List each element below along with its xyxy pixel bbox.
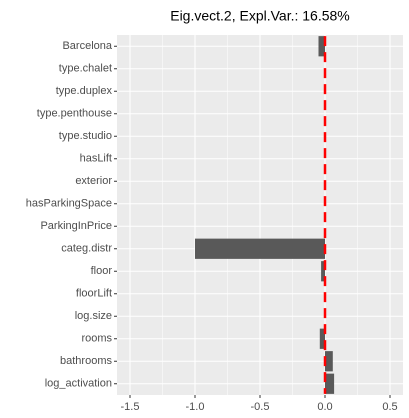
x-tick-label: 0.0 <box>317 401 332 413</box>
y-tick-label: log_activation <box>45 378 112 390</box>
y-tick-label: type.chalet <box>59 63 112 75</box>
y-tick-label: type.penthouse <box>37 108 112 120</box>
bar <box>325 351 333 372</box>
y-tick-label: floorLift <box>76 288 112 300</box>
x-tick-label: -1.0 <box>186 401 205 413</box>
y-tick-label: ParkingInPrice <box>40 220 112 232</box>
y-tick-label: bathrooms <box>60 355 112 367</box>
bar <box>325 373 335 394</box>
y-tick-label: categ.distr <box>61 243 112 255</box>
bar <box>321 261 325 282</box>
chart-title: Eig.vect.2, Expl.Var.: 16.58% <box>170 8 350 24</box>
x-tick-label: -1.5 <box>121 401 140 413</box>
y-tick-label: Barcelona <box>62 40 112 52</box>
y-tick-label: floor <box>91 265 113 277</box>
y-tick-label: type.duplex <box>56 85 113 97</box>
bar <box>318 36 325 57</box>
y-tick-label: log.size <box>75 310 112 322</box>
bar <box>195 238 325 259</box>
y-tick-label: hasParkingSpace <box>26 198 112 210</box>
y-tick-label: type.studio <box>59 130 112 142</box>
y-tick-label: exterior <box>75 175 112 187</box>
x-tick-label: 0.5 <box>382 401 397 413</box>
x-tick-label: -0.5 <box>251 401 270 413</box>
bar <box>319 328 325 349</box>
y-tick-label: rooms <box>81 333 112 345</box>
y-tick-label: hasLift <box>80 153 112 165</box>
